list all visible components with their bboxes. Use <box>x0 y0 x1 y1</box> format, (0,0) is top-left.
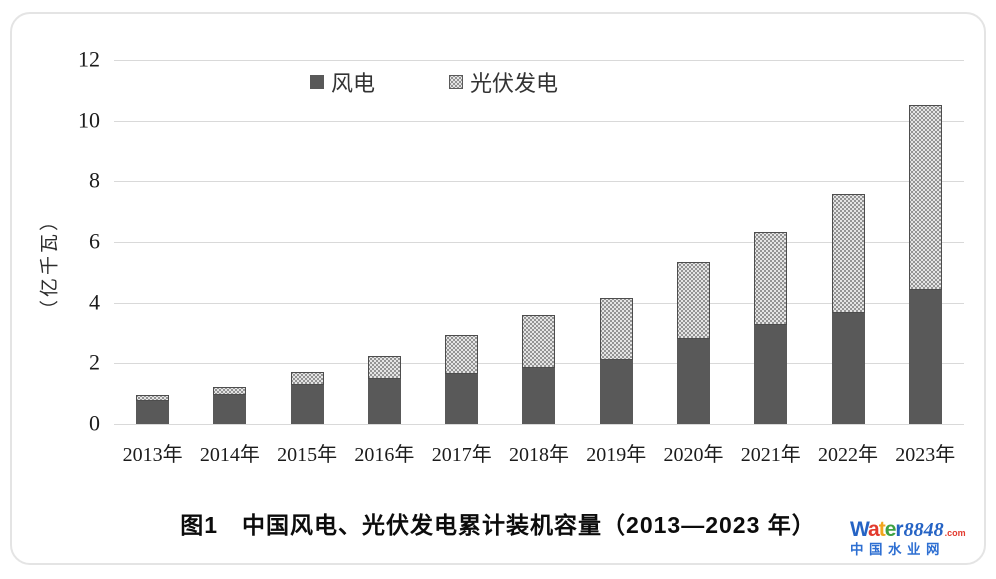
bar-2014年 <box>191 60 268 424</box>
figure-caption: 图1 中国风电、光伏发电累计装机容量（2013—2023 年） <box>180 512 816 538</box>
solar-swatch-icon <box>449 75 464 89</box>
bar-2013年 <box>114 60 191 424</box>
watermark-letter: e <box>884 517 897 541</box>
gridline <box>114 60 964 61</box>
x-tick-label: 2022年 <box>818 444 879 466</box>
legend-item-wind: 风电 <box>310 66 375 98</box>
wind-segment <box>908 290 942 424</box>
watermark-letter: t <box>878 517 886 541</box>
wind-segment <box>445 374 479 424</box>
wind-swatch-icon <box>310 75 324 89</box>
watermark-subtitle: 中国水业网 <box>850 541 945 557</box>
wind-segment <box>831 313 865 424</box>
x-tick-label: 2020年 <box>663 444 724 466</box>
bar-2021年 <box>732 60 809 424</box>
x-tick-label: 2014年 <box>199 444 260 466</box>
y-tick-label: 6 <box>89 228 100 254</box>
y-tick-label: 4 <box>89 289 100 315</box>
gridline <box>114 120 964 122</box>
watermark-letter: a <box>868 517 880 541</box>
bar-stack <box>445 335 479 424</box>
bar-2018年 <box>500 60 577 424</box>
gridline <box>114 181 964 183</box>
gridline <box>114 424 964 425</box>
watermark: Water 8848 .com 中国水业网 <box>850 517 982 557</box>
legend-item-solar: 光伏发电 <box>449 66 558 98</box>
wind-segment <box>136 401 170 424</box>
bar-stack <box>136 395 170 424</box>
gridline <box>114 242 964 243</box>
x-tick-label: 2023年 <box>895 444 956 466</box>
wind-segment <box>213 395 247 424</box>
solar-segment <box>213 387 247 395</box>
x-tick-label: 2017年 <box>431 444 492 466</box>
bar-stack <box>908 105 942 424</box>
solar-segment <box>136 395 170 401</box>
bar-2019年 <box>578 60 655 424</box>
x-tick-label: 2021年 <box>740 444 801 466</box>
bar-2023年 <box>887 60 964 424</box>
legend-label-solar: 光伏发电 <box>470 71 559 96</box>
y-tick-label: 8 <box>89 167 100 193</box>
bar-stack <box>522 315 556 424</box>
wind-segment <box>754 325 788 424</box>
wind-segment <box>599 360 633 424</box>
bar-2017年 <box>423 60 500 424</box>
legend-label-wind: 风电 <box>331 71 376 96</box>
y-tick-label: 12 <box>78 46 100 72</box>
bar-2022年 <box>809 60 886 424</box>
bar-stack <box>754 232 788 424</box>
solar-segment <box>445 335 479 374</box>
x-tick-label: 2013年 <box>122 444 183 466</box>
solar-segment <box>754 232 788 325</box>
x-tick-label: 2018年 <box>508 444 569 466</box>
solar-segment <box>599 298 633 360</box>
wind-segment <box>522 368 556 424</box>
gridline <box>114 302 964 304</box>
wind-segment <box>290 385 324 424</box>
y-tick-label: 2 <box>89 349 100 375</box>
x-tick-label: 2016年 <box>354 444 415 466</box>
watermark-tld: .com <box>944 527 966 538</box>
solar-segment <box>831 194 865 313</box>
solar-segment <box>367 356 401 379</box>
bar-stack <box>831 194 865 424</box>
bar-stack <box>676 262 710 424</box>
x-tick-label: 2019年 <box>586 444 647 466</box>
plot-area <box>114 60 964 425</box>
bar-2020年 <box>655 60 732 424</box>
solar-segment <box>290 372 324 385</box>
x-tick-label: 2015年 <box>277 444 338 466</box>
wind-segment <box>367 379 401 424</box>
bar-stack <box>367 356 401 424</box>
watermark-letter: W <box>850 517 869 541</box>
solar-segment <box>522 315 556 368</box>
watermark-letter: r <box>895 517 903 541</box>
x-axis-tick-labels: 2013年 2014年 2015年 2016年 2017年 2018年 2019年 2020年… <box>114 438 964 467</box>
y-tick-label: 10 <box>78 107 100 133</box>
watermark-brand: Water 8848 .com <box>850 517 982 541</box>
bar-2015年 <box>269 60 346 424</box>
bar-2016年 <box>346 60 423 424</box>
solar-segment <box>908 105 942 290</box>
figure-card: （亿千瓦） 0 2 4 6 8 10 12 风电 光伏发电 2013年 2014年 2015年 2… <box>10 12 986 565</box>
bar-stack <box>599 298 633 424</box>
bar-stack <box>213 387 247 424</box>
watermark-word: Water <box>850 517 904 541</box>
bar-series <box>114 60 964 424</box>
y-tick-label: 0 <box>89 410 100 436</box>
bar-stack <box>290 372 324 424</box>
watermark-number: 8848 <box>903 518 944 541</box>
solar-segment <box>676 262 710 339</box>
wind-segment <box>676 339 710 424</box>
legend: 风电 光伏发电 <box>310 66 558 98</box>
